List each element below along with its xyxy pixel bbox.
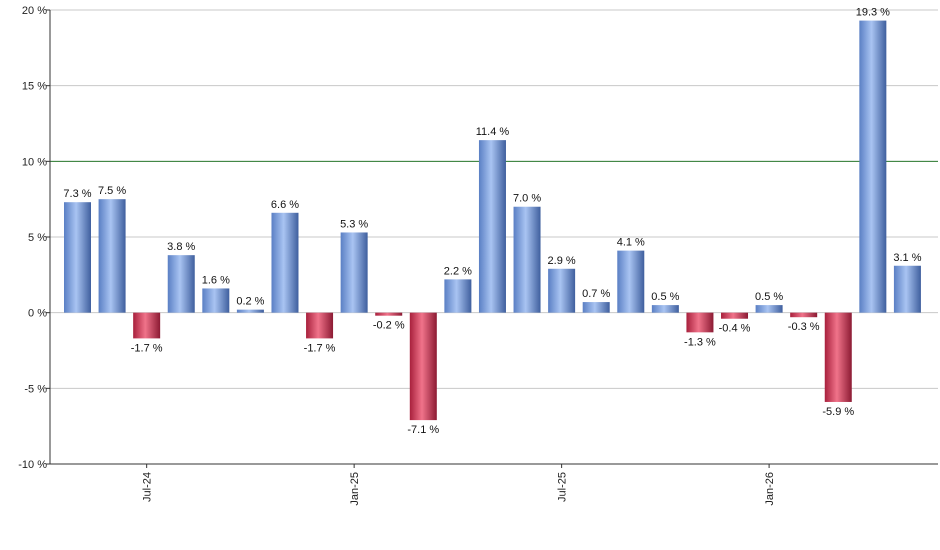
bar	[893, 265, 921, 313]
bar	[755, 305, 783, 313]
y-tick-label: -10 %	[18, 459, 47, 471]
data-label: 7.5 %	[98, 185, 126, 197]
bar	[548, 268, 576, 313]
data-label: 19.3 %	[856, 7, 890, 19]
bar	[167, 255, 195, 313]
data-label: -0.2 %	[373, 320, 405, 332]
y-tick-label: 20 %	[22, 5, 47, 17]
x-tick-label: Jan-26	[764, 472, 776, 506]
data-label: 0.7 %	[582, 288, 610, 300]
bar	[513, 206, 541, 313]
bar	[478, 140, 506, 313]
y-tick-label: 5 %	[28, 232, 47, 244]
y-tick-label: 0 %	[28, 308, 47, 320]
x-tick-label: Jul-25	[557, 472, 569, 502]
y-axis-tick-labels: -10 % -5 % 0 % 5 % 10 % 15 % 20 %	[18, 5, 47, 471]
data-label: 1.6 %	[202, 274, 230, 286]
data-label: 6.6 %	[271, 199, 299, 211]
data-label: 7.3 %	[63, 188, 91, 200]
bar	[64, 202, 91, 313]
data-label: 2.2 %	[444, 265, 472, 277]
bar	[340, 232, 368, 313]
bar	[444, 279, 472, 313]
bar	[824, 312, 852, 402]
data-labels: 7.3 % 7.5 % -1.7 % 3.8 % 1.6 % 0.2 % 6.6 % -1.7…	[63, 7, 921, 437]
data-label: 2.9 %	[548, 255, 576, 267]
y-tick-label: -5 %	[24, 383, 47, 395]
bar	[582, 302, 610, 313]
data-label: -7.1 %	[407, 424, 439, 436]
data-label: 11.4 %	[476, 126, 510, 138]
bar	[859, 20, 887, 313]
data-label: -0.3 %	[788, 321, 820, 333]
axes	[49, 10, 938, 468]
bar	[721, 312, 749, 319]
bar	[409, 312, 437, 421]
data-label: 3.8 %	[167, 241, 195, 253]
x-tick-label: Jul-24	[142, 472, 154, 502]
data-label: 7.0 %	[513, 193, 541, 205]
data-label: -5.9 %	[822, 406, 854, 418]
y-tick-label: 15 %	[22, 81, 47, 93]
data-label: -1.3 %	[684, 336, 716, 348]
bar	[375, 312, 403, 316]
bar	[686, 312, 714, 333]
data-label: -1.7 %	[131, 342, 163, 354]
data-label: 5.3 %	[340, 218, 368, 230]
bar	[98, 199, 126, 313]
data-label: 4.1 %	[617, 237, 645, 249]
y-tick-label: 10 %	[22, 156, 47, 168]
bar	[617, 250, 645, 313]
data-label: 0.5 %	[651, 291, 679, 303]
bar	[133, 312, 161, 339]
bar	[790, 312, 818, 318]
data-label: 0.5 %	[755, 291, 783, 303]
x-tick-label: Jan-25	[349, 472, 361, 506]
bar	[651, 305, 679, 313]
bars	[64, 20, 921, 421]
bar	[271, 212, 299, 313]
data-label: -1.7 %	[304, 342, 336, 354]
data-label: -0.4 %	[719, 323, 751, 335]
x-axis-tick-labels: Jul-24 Jan-25 Jul-25 Jan-26	[142, 472, 776, 506]
bar	[202, 288, 230, 313]
bar	[306, 312, 334, 339]
data-label: 3.1 %	[893, 252, 921, 264]
bar	[236, 309, 264, 313]
data-label: 0.2 %	[236, 296, 264, 308]
